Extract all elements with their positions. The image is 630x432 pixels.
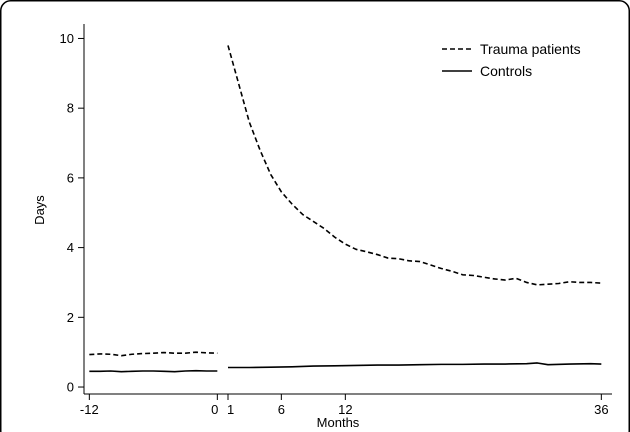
y-tick-label: 0: [67, 380, 74, 395]
y-axis-title: Days: [32, 195, 47, 225]
plot-area: [89, 45, 602, 373]
y-tick-label: 10: [60, 31, 74, 46]
y-tick-label: 8: [67, 101, 74, 116]
x-tick-label: 1: [227, 402, 234, 417]
x-tick-label: 12: [338, 402, 352, 417]
series-line-segment: [89, 351, 218, 357]
x-tick-label: 36: [594, 402, 608, 417]
series-trauma-patients: [89, 45, 602, 357]
series-controls: [89, 362, 602, 373]
legend-label: Controls: [480, 63, 532, 79]
x-tick-label: -12: [80, 402, 99, 417]
x-tick-label: 0: [211, 402, 218, 417]
series-line-segment: [228, 362, 602, 369]
y-tick-label: 4: [67, 240, 74, 255]
legend-label: Trauma patients: [480, 41, 581, 57]
legend: Trauma patients Controls: [442, 41, 581, 79]
y-tick-label: 2: [67, 310, 74, 325]
x-axis-title: Months: [317, 415, 360, 430]
series-line-segment: [89, 369, 218, 373]
series-line-segment: [227, 45, 602, 286]
x-tick-label: 6: [278, 402, 285, 417]
y-tick-label: 6: [67, 170, 74, 185]
